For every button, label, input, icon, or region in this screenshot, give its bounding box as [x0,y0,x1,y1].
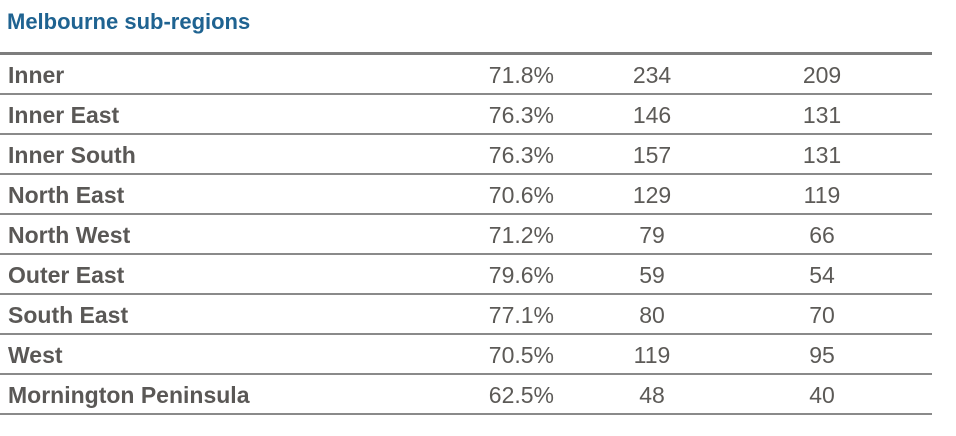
region-name: Inner East [8,102,120,128]
sub-regions-table: Inner 71.8% 234 209 Inner East 76.3% 146… [0,52,932,415]
region-name: Inner [8,62,65,88]
table-row: South East 77.1% 80 70 [0,295,932,335]
region-name: South East [8,302,129,328]
region-count-1: 129 [632,182,672,208]
region-percentage: 70.5% [488,342,554,368]
table-row: North East 70.6% 129 119 [0,175,932,215]
region-percentage: 70.6% [488,182,554,208]
region-percentage: 71.8% [488,62,554,88]
region-count-2: 131 [802,102,842,128]
table-row: West 70.5% 119 95 [0,335,932,375]
region-count-2: 95 [809,342,835,368]
region-percentage: 77.1% [488,302,554,328]
region-count-2: 209 [802,62,842,88]
region-name: Inner South [8,142,136,168]
region-name: Mornington Peninsula [8,382,250,408]
table-row: Inner East 76.3% 146 131 [0,95,932,135]
region-count-2: 66 [809,222,835,248]
region-count-2: 70 [809,302,835,328]
region-name: North East [8,182,125,208]
region-count-1: 157 [632,142,672,168]
region-count-1: 119 [633,342,671,368]
region-count-1: 146 [632,102,672,128]
region-name: Outer East [8,262,125,288]
region-count-1: 234 [632,62,672,88]
table-row: Inner South 76.3% 157 131 [0,135,932,175]
region-name: West [8,342,63,368]
table-row: Outer East 79.6% 59 54 [0,255,932,295]
region-count-2: 119 [803,182,841,208]
region-percentage: 79.6% [488,262,554,288]
table-row: Inner 71.8% 234 209 [0,55,932,95]
region-count-2: 131 [802,142,842,168]
region-name: North West [8,222,131,248]
region-count-2: 54 [809,262,835,288]
region-percentage: 76.3% [488,102,554,128]
region-percentage: 62.5% [488,382,554,408]
region-count-1: 80 [639,302,665,328]
region-percentage: 71.2% [488,222,554,248]
region-count-2: 40 [809,382,835,408]
table-row: North West 71.2% 79 66 [0,215,932,255]
table-title: Melbourne sub-regions [7,9,251,34]
region-count-1: 79 [639,222,665,248]
region-count-1: 59 [639,262,665,288]
region-percentage: 76.3% [488,142,554,168]
table-row: Mornington Peninsula 62.5% 48 40 [0,375,932,415]
region-count-1: 48 [639,382,665,408]
